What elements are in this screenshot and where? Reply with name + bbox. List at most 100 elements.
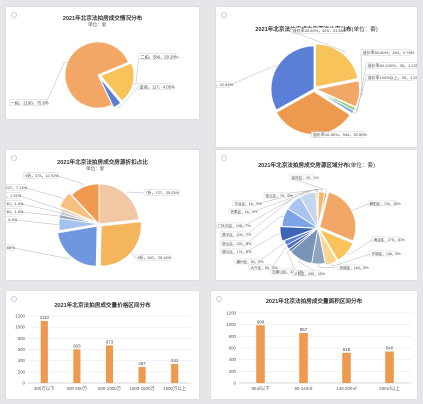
data-label-box bbox=[234, 258, 259, 265]
label-leader-line bbox=[351, 203, 369, 212]
panel-area-range: 2021年北京法拍房成交量面积区间分布 0 200 400 600 800 1000 120… bbox=[211, 291, 417, 399]
data-label: 海淀区，276，10% bbox=[371, 236, 406, 243]
data-label-text: 门头沟区，198，7% bbox=[218, 223, 252, 228]
bar bbox=[342, 352, 351, 383]
label-leader-line bbox=[45, 61, 68, 104]
label-leader-line bbox=[287, 250, 297, 273]
data-label-text: 1折，207，7.13% bbox=[6, 185, 27, 190]
data-label: 5折，155，5.3% bbox=[6, 216, 18, 223]
label-leader-line bbox=[25, 187, 64, 200]
label-leader-line bbox=[290, 30, 346, 54]
data-label-box bbox=[290, 27, 344, 34]
bar-value-label: 990 bbox=[257, 319, 265, 324]
label-leader-line bbox=[21, 211, 60, 217]
data-label: 溢价率30-50%，629，21.65% bbox=[290, 27, 347, 34]
y-tick-label: 400 bbox=[229, 357, 237, 362]
label-leader-line bbox=[251, 188, 317, 213]
data-label-box bbox=[137, 83, 173, 90]
data-label-text: 2折，40，1.31% bbox=[6, 193, 22, 198]
data-label-box bbox=[248, 264, 273, 271]
pie-slice bbox=[59, 192, 97, 223]
data-label: 朝阳区，740，26% bbox=[367, 200, 402, 207]
data-label-text: 延庆区，25，1% bbox=[292, 175, 320, 180]
bar bbox=[73, 349, 81, 383]
data-label-text: 东城区，146，5% bbox=[372, 251, 402, 256]
label-leader-line bbox=[229, 65, 278, 86]
data-label: 延庆区，25，1% bbox=[289, 174, 320, 181]
panel-district: 2021年北京法拍房成交房源区域分布(单位：套) 朝阳区，740，26% 海淀区，… bbox=[216, 150, 417, 280]
y-tick-label: 0 bbox=[234, 381, 237, 386]
x-tick-label: 500-1000万 bbox=[98, 386, 122, 392]
data-label: 9折，688，23.68% bbox=[6, 244, 15, 251]
data-label-text: 昌平区，209，7% bbox=[222, 233, 252, 237]
data-label-box bbox=[23, 172, 59, 179]
data-label-box bbox=[232, 200, 257, 207]
bar bbox=[171, 363, 179, 383]
data-label-box bbox=[220, 240, 247, 247]
data-label-box bbox=[289, 174, 314, 181]
data-label-text: 石景山区，37，1% bbox=[272, 269, 304, 274]
data-label-text: 二拍，586，20.28% bbox=[141, 53, 179, 60]
pie-slice bbox=[98, 183, 140, 225]
label-leader-line bbox=[359, 52, 363, 95]
data-label: 昌平区，209，7% bbox=[220, 231, 252, 238]
label-leader-line bbox=[289, 177, 327, 193]
bar-value-label: 540 bbox=[386, 346, 394, 351]
data-label: 6折，375，12.91% bbox=[23, 172, 59, 179]
y-tick-label: 1000 bbox=[15, 325, 25, 330]
pie-slice bbox=[64, 41, 129, 109]
data-label: 7折，727，25.03% bbox=[143, 189, 180, 196]
data-label-text: 朝阳区，740，26% bbox=[370, 201, 402, 206]
data-label-text: 溢价率100%以上，35，1.20% bbox=[368, 74, 418, 80]
data-label-text: 7折，727，25.03% bbox=[146, 190, 180, 195]
x-tick-label: 300-500万 bbox=[67, 386, 88, 392]
data-label-box bbox=[365, 62, 417, 69]
data-label: 门头沟区，198，7% bbox=[216, 222, 252, 229]
data-label-box bbox=[263, 192, 288, 199]
panel-premium-rate: 2021年北京法拍房成交房源溢价率分布(单位：套) 溢价率30-50%，629，… bbox=[216, 7, 417, 147]
data-label: 2折，40，1.31% bbox=[6, 192, 22, 199]
data-label: 一拍，2190，75.8% bbox=[8, 99, 49, 106]
label-leader-line bbox=[353, 77, 367, 115]
y-tick-label: 200 bbox=[18, 369, 26, 374]
data-label-text: 4折，48，1.6% bbox=[6, 209, 24, 214]
data-label-text: 3折，40，1.4% bbox=[6, 201, 24, 206]
y-tick-label: 1200 bbox=[226, 311, 236, 316]
data-label-box bbox=[6, 200, 23, 207]
data-label-box bbox=[6, 244, 15, 251]
bar bbox=[105, 345, 114, 383]
pie-slice bbox=[270, 45, 315, 111]
data-label: 石景山区，37，1% bbox=[270, 268, 304, 275]
data-label-box bbox=[138, 53, 177, 60]
data-label-box bbox=[6, 192, 21, 199]
data-label-box bbox=[369, 250, 396, 257]
watermark-logo-icon bbox=[11, 12, 17, 18]
y-tick-label: 600 bbox=[229, 346, 237, 351]
x-tick-label: 300万以下 bbox=[34, 386, 55, 392]
data-label-box bbox=[216, 222, 245, 229]
data-label: 平谷区，16，1% bbox=[232, 200, 262, 207]
bar bbox=[299, 333, 308, 383]
data-label-box bbox=[6, 216, 17, 223]
pie-slice bbox=[71, 183, 100, 226]
data-label-text: 海淀区，276，10% bbox=[374, 237, 406, 242]
data-label-box bbox=[216, 81, 231, 88]
data-label-text: 6折，375，12.91% bbox=[25, 173, 59, 178]
data-label-box bbox=[360, 49, 412, 56]
chart-title-text: 2021年北京法拍房成交房源区域分布 bbox=[258, 163, 349, 169]
y-tick-label: 800 bbox=[18, 336, 26, 341]
data-label-text: 8折，847，29.16% bbox=[138, 255, 172, 260]
chart-title: 2021年北京法拍房成交情况分布 bbox=[62, 16, 143, 22]
data-label: 溢价率10-30%，944，32.50% bbox=[311, 131, 367, 138]
label-leader-line bbox=[245, 215, 284, 245]
watermark-logo-icon bbox=[221, 12, 227, 18]
data-label-box bbox=[270, 268, 297, 275]
data-label: 3折，40，1.4% bbox=[6, 200, 24, 207]
data-label-box bbox=[135, 254, 171, 261]
data-label-text: 房山区，225，8% bbox=[222, 241, 252, 246]
data-label-text: 5折，155，5.3% bbox=[6, 217, 18, 222]
label-leader-line bbox=[21, 203, 61, 214]
data-label-text: 变卖，117，4.05% bbox=[140, 83, 176, 90]
chart-title: 2021年北京法拍房成交房源区域分布(单位：套) bbox=[216, 161, 417, 169]
data-label-text: 密云区，78，3% bbox=[266, 193, 294, 198]
